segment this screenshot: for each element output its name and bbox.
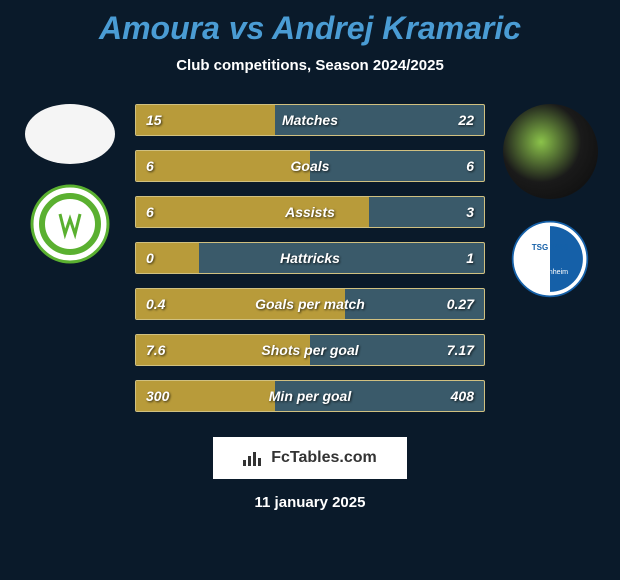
player1-avatar (25, 104, 115, 164)
svg-text:Hoffenheim: Hoffenheim (532, 268, 568, 276)
stat-left-value: 15 (146, 112, 162, 128)
footer-date: 11 january 2025 (255, 494, 366, 511)
stat-label: Min per goal (269, 388, 351, 404)
stat-left-value: 7.6 (146, 342, 165, 358)
stat-left-value: 0 (146, 250, 154, 266)
club1-logo (30, 184, 110, 264)
page-title: Amoura vs Andrej Kramaric (99, 10, 521, 47)
stat-left-value: 0.4 (146, 296, 165, 312)
club2-logo: TSG 1899 Hoffenheim (510, 219, 590, 299)
stat-label: Shots per goal (261, 342, 358, 358)
stat-right-value: 6 (466, 158, 474, 174)
stat-right-value: 0.27 (447, 296, 474, 312)
stat-row-spg: 7.6 Shots per goal 7.17 (135, 334, 485, 366)
stat-row-assists: 6 Assists 3 (135, 196, 485, 228)
chart-icon (243, 450, 263, 466)
subtitle: Club competitions, Season 2024/2025 (176, 57, 444, 74)
stat-label: Matches (282, 112, 338, 128)
stat-left-value: 300 (146, 388, 169, 404)
stat-label: Assists (285, 204, 335, 220)
main-container: Amoura vs Andrej Kramaric Club competiti… (0, 0, 620, 580)
comparison-content: 15 Matches 22 6 Goals 6 6 Assists 3 0 Ha… (0, 104, 620, 412)
player2-name: Andrej Kramaric (272, 10, 521, 46)
stat-right-value: 3 (466, 204, 474, 220)
stat-left-value: 6 (146, 204, 154, 220)
vs-text: vs (229, 10, 265, 46)
stat-left-value: 6 (146, 158, 154, 174)
stat-right-value: 22 (458, 112, 474, 128)
stat-label: Goals per match (255, 296, 365, 312)
right-column: TSG 1899 Hoffenheim (500, 104, 600, 299)
stat-right-value: 1 (466, 250, 474, 266)
footer-badge: FcTables.com (213, 437, 407, 479)
player2-avatar (503, 104, 598, 199)
stat-right-value: 7.17 (447, 342, 474, 358)
svg-text:TSG 1899: TSG 1899 (532, 243, 569, 252)
stat-label: Goals (291, 158, 330, 174)
stat-row-gpm: 0.4 Goals per match 0.27 (135, 288, 485, 320)
left-column (20, 104, 120, 264)
stat-row-mpg: 300 Min per goal 408 (135, 380, 485, 412)
stat-right-value: 408 (451, 388, 474, 404)
stat-label: Hattricks (280, 250, 340, 266)
stat-row-hattricks: 0 Hattricks 1 (135, 242, 485, 274)
stats-bars: 15 Matches 22 6 Goals 6 6 Assists 3 0 Ha… (135, 104, 485, 412)
bar-fill-left (136, 151, 310, 181)
stat-row-matches: 15 Matches 22 (135, 104, 485, 136)
site-name: FcTables.com (271, 449, 377, 467)
player1-name: Amoura (99, 10, 220, 46)
stat-row-goals: 6 Goals 6 (135, 150, 485, 182)
